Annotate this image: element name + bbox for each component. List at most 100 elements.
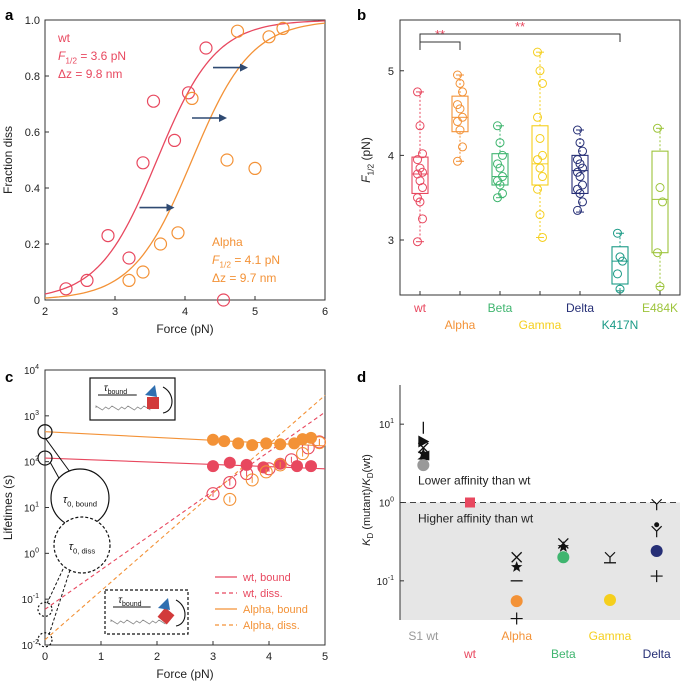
data-point-wt: [59, 282, 73, 296]
box-e484k: [651, 150, 669, 254]
panel-d-chart: 10-1 100 101 KD (mutant)/KD(wt) Lower affini…: [361, 385, 680, 661]
y-axis-label: Lifetimes (s): [1, 475, 15, 540]
y-axis-label: Fraction diss: [1, 126, 15, 194]
box-k417n: [611, 246, 629, 285]
data-point-e484k: [655, 282, 665, 292]
x-tick-label: 5: [252, 306, 258, 318]
data-point-alpha: [453, 70, 462, 80]
data-point-gamma: [533, 47, 542, 57]
category-label-k417n: K417N: [602, 318, 639, 332]
data-point-delta: [573, 125, 582, 135]
data-point-gamma: [538, 232, 547, 242]
origin-marker: [37, 450, 53, 466]
data-point-alpha: [455, 78, 465, 88]
data-point-gamma: [533, 155, 542, 165]
marker-beta-star: [557, 541, 569, 552]
fit-curve-alpha: [44, 22, 326, 299]
category-label-gamma: Gamma: [589, 629, 632, 643]
y-tick-label: 104: [24, 364, 39, 377]
marker-delta-circle: [650, 545, 663, 558]
data-point-alpha: [455, 104, 465, 114]
data-point-wt: [199, 41, 213, 55]
marker-s1wt-star: [417, 447, 429, 459]
data-point-e484k: [658, 197, 667, 207]
filled-point-wt: [257, 461, 270, 474]
data-point-delta: [578, 146, 587, 156]
data-point-k417n: [615, 284, 625, 294]
callout-line: [48, 569, 71, 635]
data-point-gamma: [535, 163, 545, 173]
marker-wt-square: [465, 497, 475, 508]
callout-line: [49, 461, 61, 481]
data-point-wt: [122, 251, 136, 265]
panel-b-chart: 3 4 5 F1/2 (pN) wt Alpha Beta Gamma Delta K417NE4…: [359, 19, 681, 332]
alpha-f-half-annotation: F1/2 = 4.1 pN: [212, 253, 280, 270]
category-label-alpha: Alpha: [445, 318, 476, 332]
filled-point-alpha: [274, 438, 287, 451]
data-point-alpha: [153, 237, 168, 251]
higher-affinity-text: Higher affinity than wt: [418, 512, 534, 526]
data-point-gamma: [535, 133, 545, 143]
data-point-beta: [493, 193, 502, 203]
data-point-alpha: [453, 156, 462, 166]
y-tick-label: 5: [388, 66, 394, 78]
data-point-wt: [80, 273, 94, 287]
category-label-beta: Beta: [488, 301, 513, 315]
marker-delta-dot: [654, 522, 660, 528]
data-point-k417n: [613, 228, 622, 238]
shift-arrowhead: [240, 63, 248, 72]
data-point-wt: [146, 94, 161, 108]
data-point-wt: [101, 229, 115, 243]
higher-affinity-region: [400, 502, 680, 620]
marker-beta-circle: [557, 551, 570, 564]
open-point-alpha: [223, 492, 237, 506]
inset-tau-label: τbound: [118, 595, 141, 608]
data-point-e484k: [653, 248, 662, 258]
inset-trace: [110, 619, 166, 625]
shift-arrowhead: [166, 203, 175, 212]
panel-c-chart: 0 1 2 3 4 5 10-2 10-1 100 101 102 103 104 Force (pN) L…: [1, 364, 328, 681]
x-tick-label: 0: [42, 651, 48, 663]
box-beta: [491, 153, 509, 186]
open-point-wt: [206, 487, 220, 501]
data-point-beta: [498, 150, 507, 160]
data-point-alpha: [453, 117, 462, 127]
filled-point-alpha: [260, 437, 273, 450]
marker-delta-y: [651, 498, 663, 511]
data-point-beta: [495, 163, 505, 173]
filled-point-alpha: [232, 437, 245, 450]
data-point-beta: [495, 138, 505, 148]
data-point-alpha: [458, 87, 467, 97]
x-axis-label: Force (pN): [156, 667, 213, 681]
callout-line: [44, 437, 71, 473]
fit-line-alpha-diss: [44, 394, 326, 641]
box-alpha: [451, 95, 469, 133]
data-point-alpha: [220, 153, 234, 167]
data-point-k417n: [613, 269, 622, 279]
data-point-e484k: [653, 123, 662, 133]
x-tick-label: 2: [42, 306, 48, 318]
data-point-gamma: [538, 150, 547, 160]
data-point-alpha: [185, 91, 199, 106]
category-label-delta: Delta: [643, 647, 671, 661]
y-tick-label: 4: [388, 150, 394, 162]
filled-point-alpha: [218, 435, 231, 448]
marker-s1wt-wedge: [417, 450, 430, 461]
y-tick-label: 102: [24, 456, 39, 469]
x-tick-label: 4: [266, 651, 272, 663]
data-point-alpha: [276, 21, 290, 35]
data-point-alpha: [262, 30, 276, 44]
open-point-alpha: [296, 447, 310, 461]
category-label-e484k: E484K: [642, 301, 678, 315]
y-axis-label: KD (mutant)/KD(wt): [361, 454, 375, 546]
y-tick-label: 101: [379, 418, 394, 431]
wt-annotation-name: wt: [57, 31, 71, 45]
y-tick-label: 0.8: [25, 71, 40, 83]
significance-bracket: [419, 33, 621, 42]
marker-s1wt-circle: [417, 459, 430, 472]
data-point-alpha: [248, 161, 262, 175]
y-tick-label: 103: [24, 410, 39, 423]
marker-delta-y: [651, 525, 663, 538]
filled-point-alpha: [246, 439, 259, 452]
category-label-wt: wt: [463, 647, 477, 661]
